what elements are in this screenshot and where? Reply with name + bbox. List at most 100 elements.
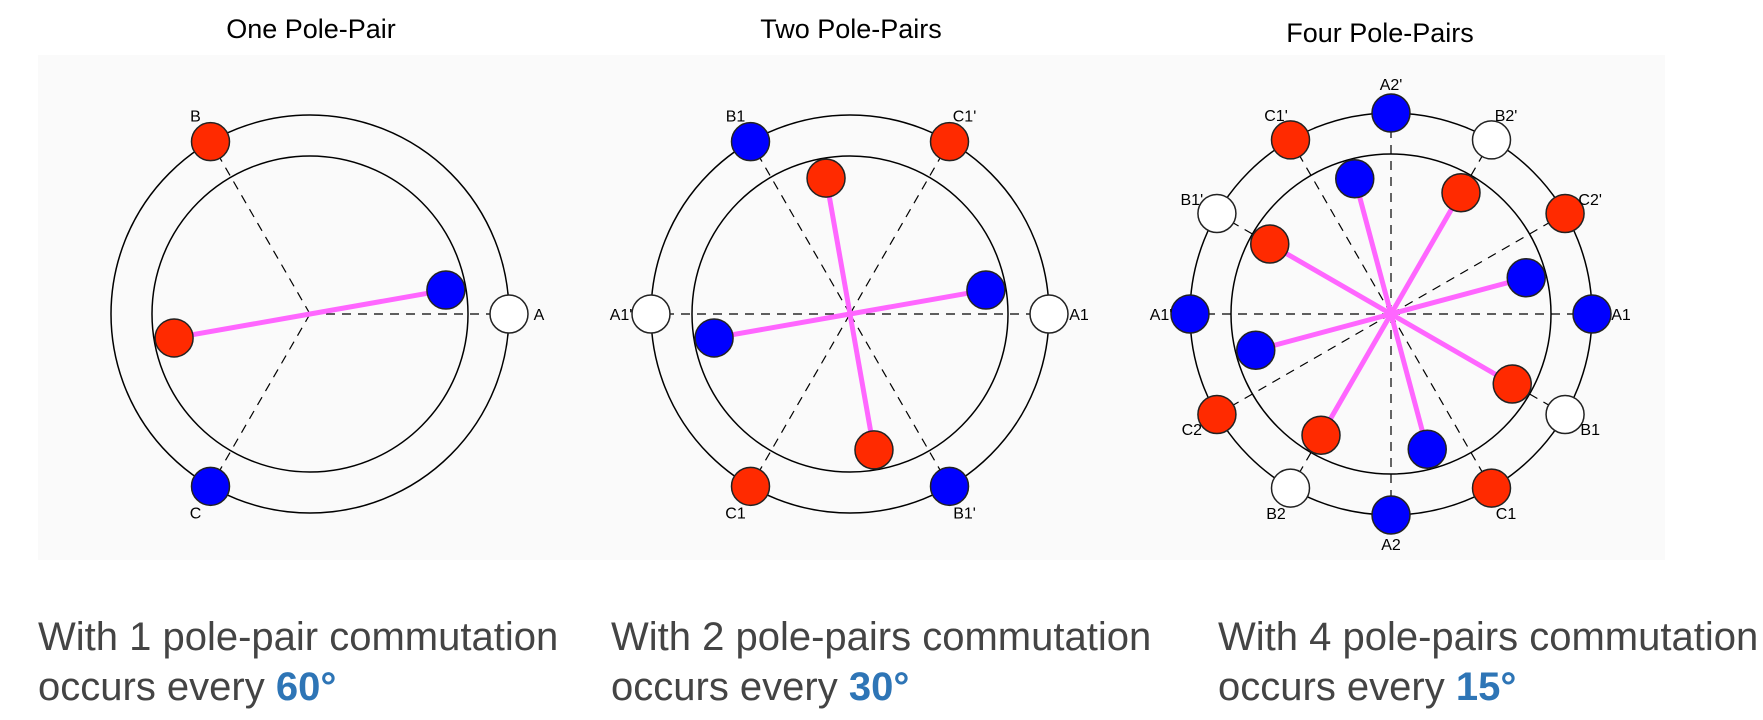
rotor-arm: [1267, 241, 1394, 317]
phase-axis-line: [210, 313, 311, 486]
caption-prefix: occurs every: [38, 665, 276, 709]
rotor-arm: [1388, 311, 1430, 452]
stator-coil-white: [1270, 468, 1311, 508]
rotor-magnet-blue: [1407, 429, 1447, 469]
stator-coil-white: [1029, 294, 1069, 334]
rotor-magnet-blue: [1506, 258, 1546, 298]
rotor-arm: [1388, 275, 1529, 317]
rotor-arm: [847, 311, 877, 453]
phase-axis-line: [1290, 140, 1392, 315]
stator-coil-label: C1: [1496, 506, 1517, 523]
stator-coil-label: A2': [1380, 77, 1403, 94]
rotor-magnet-red: [1492, 364, 1532, 404]
rotor-arm: [847, 287, 989, 317]
stator-coil-label: C: [190, 505, 202, 522]
stator-coil-blue: [190, 466, 231, 507]
stator-coil-label: C2: [1182, 422, 1203, 439]
stator-coil-label: C1': [953, 109, 977, 126]
stator-coil-red: [929, 121, 970, 162]
caption-prefix: occurs every: [1218, 665, 1456, 709]
stator-coil-white: [1545, 394, 1585, 435]
phase-axis-line: [849, 313, 950, 486]
stator-coil-blue: [1572, 294, 1612, 334]
stator-coil-blue: [1170, 294, 1210, 334]
stator-coil-label: A: [534, 307, 545, 324]
stator-coil-label: B2': [1495, 108, 1518, 125]
stator-inner-ring: [151, 155, 469, 473]
stator-coil-red: [1270, 120, 1311, 160]
stator-coil-label: A1: [1611, 307, 1631, 324]
rotor-magnet-blue: [1335, 159, 1375, 199]
rotor-magnet-red: [1441, 173, 1481, 213]
stator-coil-red: [1471, 468, 1512, 508]
rotor-magnet-red: [154, 318, 194, 358]
caption-four-pole-pairs: With 4 pole-pairs commutation occurs eve…: [1218, 612, 1758, 712]
stator-coil-label: B1': [953, 505, 976, 522]
stator-coil-label: A2: [1381, 537, 1401, 554]
caption-line1: With 2 pole-pairs commutation: [611, 615, 1152, 659]
stator-coil-white: [1471, 120, 1512, 160]
phase-axis-line: [1390, 313, 1492, 488]
rotor-magnet-red: [854, 430, 894, 470]
stator-coil-label: B1: [726, 109, 746, 126]
stator-coil-label: C2': [1578, 192, 1602, 209]
rotor-magnet-red: [806, 158, 846, 198]
caption-prefix: occurs every: [611, 665, 849, 709]
stator-coil-red: [1545, 193, 1585, 234]
caption-line2: occurs every 60°: [38, 662, 558, 712]
stator-inner-ring: [691, 155, 1009, 473]
caption-two-pole-pairs: With 2 pole-pairs commutation occurs eve…: [611, 612, 1151, 712]
rotor-magnet-blue: [1236, 330, 1276, 370]
stator-coil-white: [631, 294, 671, 334]
title-two-pole-pairs: Two Pole-Pairs: [760, 14, 942, 44]
caption-line1: With 4 pole-pairs commutation: [1218, 615, 1759, 659]
stator-coil-label: B: [190, 109, 201, 126]
stator-coil-red: [1197, 394, 1237, 435]
commutation-angle: 15°: [1455, 665, 1517, 709]
caption-line2: occurs every 15°: [1218, 662, 1758, 712]
stator-coil-label: B2: [1266, 506, 1286, 523]
rotor-arm: [1352, 176, 1394, 317]
rotor-magnet-blue: [694, 318, 734, 358]
stator-coil-blue: [1371, 93, 1411, 133]
rotor-magnet-red: [1250, 224, 1290, 264]
caption-one-pole-pair: With 1 pole-pair commutation occurs ever…: [38, 612, 558, 712]
caption-line2: occurs every 30°: [611, 662, 1151, 712]
rotor-arm: [1388, 311, 1515, 387]
rotor-magnet-red: [1301, 415, 1341, 455]
rotor-arm: [307, 287, 449, 317]
stator-coil-label: B1': [1181, 192, 1204, 209]
stator-coil-blue: [929, 466, 970, 507]
rotor-magnet-blue: [966, 270, 1006, 310]
phase-axis-line: [210, 142, 311, 315]
stator-coil-blue: [1371, 495, 1411, 535]
stator-coil-label: A1': [610, 307, 633, 324]
stator-coil-blue: [730, 121, 771, 162]
rotor-arm: [1388, 190, 1464, 317]
phase-axis-line: [1390, 213, 1565, 315]
title-four-pole-pairs: Four Pole-Pairs: [1286, 18, 1474, 48]
rotor-magnet-blue: [426, 270, 466, 310]
diagram-four-pole-pairs: A1 C2' B2' A2' C1' B1' A1' C2 B2 A2 C1 B1: [1150, 77, 1631, 554]
stator-coil-label: A1: [1069, 307, 1089, 324]
stator-coil-label: A1': [1150, 307, 1173, 324]
commutation-angle: 30°: [848, 665, 910, 709]
title-one-pole-pair: One Pole-Pair: [226, 14, 396, 44]
phase-axis-line: [750, 142, 851, 315]
rotor-arm: [1318, 311, 1394, 438]
stator-coil-label: C1': [1264, 108, 1288, 125]
stator-coil-red: [190, 121, 231, 162]
rotor-arm: [171, 311, 313, 341]
rotor-arm: [711, 311, 853, 341]
phase-axis-line: [849, 142, 950, 315]
stator-coil-label: C1: [725, 505, 746, 522]
phase-axis-line: [750, 313, 851, 486]
caption-line1: With 1 pole-pair commutation: [38, 615, 559, 659]
stator-coil-label: B1: [1580, 422, 1600, 439]
diagram-one-pole-pair: A B C: [110, 109, 545, 522]
commutation-angle: 60°: [275, 665, 337, 709]
stator-coil-white: [489, 294, 529, 334]
stator-coil-white: [1197, 193, 1237, 234]
diagram-two-pole-pairs: A1 C1' B1 A1' C1 B1': [610, 109, 1089, 523]
